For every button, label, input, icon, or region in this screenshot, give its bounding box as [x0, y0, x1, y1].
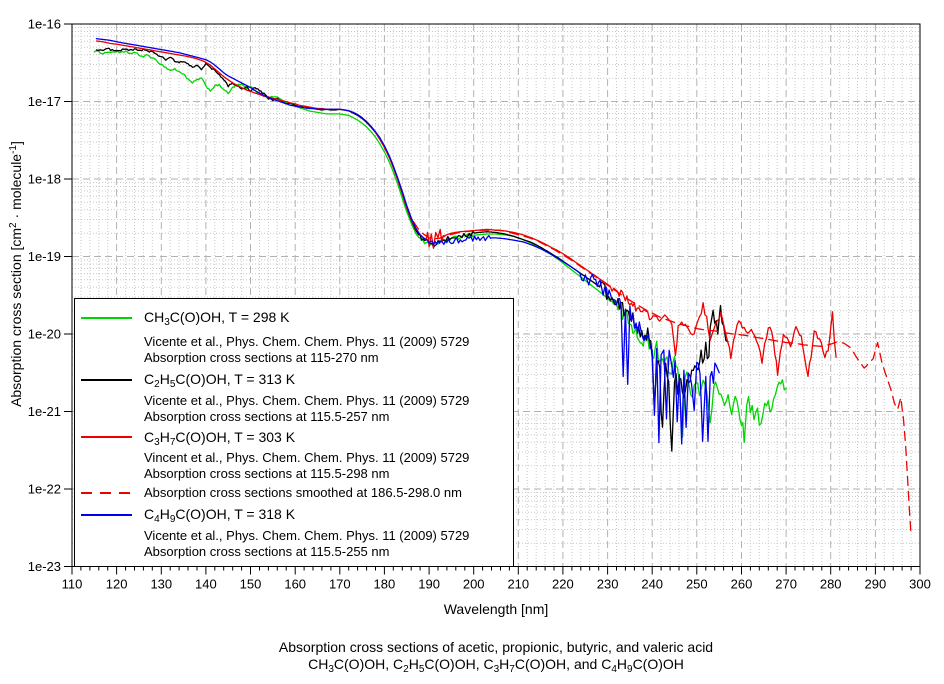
caption: Absorption cross sections of acetic, pro…: [24, 639, 944, 675]
legend-item-4-detail-0: Vicente et al., Phys. Chem. Chem. Phys. …: [75, 528, 513, 544]
legend-swatch-line: [81, 316, 132, 319]
legend: CH3C(O)OH, T = 298 K Vicente et al., Phys…: [74, 298, 514, 567]
legend-detail-text: Absorption cross sections at 115.5-255 n…: [144, 544, 390, 559]
x-tick-label: 260: [731, 577, 753, 592]
legend-detail-text: Vicente et al., Phys. Chem. Chem. Phys. …: [144, 392, 470, 408]
x-tick-labels: 110 120 130 140 150 160 170 180 190 200 210 220 230 2…: [62, 577, 931, 592]
x-tick-label: 140: [195, 577, 217, 592]
x-tick-label: 170: [329, 577, 351, 592]
x-axis-title: Wavelength [nm]: [443, 601, 549, 617]
x-tick-label: 190: [418, 577, 440, 592]
y-tick-label: 1e-18: [28, 172, 61, 187]
x-tick-label: 150: [240, 577, 262, 592]
legend-item-1: C2H5C(O)OH, T = 313 K: [75, 369, 513, 390]
y-tick-labels: 1e-16 1e-17 1e-18 1e-19 1e-20 1e-21 1e-22 1e-23: [28, 17, 61, 575]
x-tick-label: 220: [552, 577, 574, 592]
x-tick-label: 280: [820, 577, 842, 592]
legend-item-title: C2H5C(O)OH, T = 313 K: [144, 371, 296, 390]
legend-item-3: Absorption cross sections smoothed at 18…: [75, 485, 513, 501]
y-tick-label: 1e-21: [28, 404, 61, 419]
y-tick-label: 1e-20: [28, 327, 61, 342]
legend-item-title: C4H9C(O)OH, T = 318 K: [144, 506, 296, 525]
caption-line-1: Absorption cross sections of acetic, pro…: [278, 639, 714, 655]
legend-swatch-line: [81, 378, 132, 381]
legend-item-1-detail-1: Absorption cross sections at 115.5-257 n…: [75, 409, 513, 425]
x-tick-label: 180: [374, 577, 396, 592]
legend-item-2-detail-0: Vincent et al., Phys. Chem. Chem. Phys. …: [75, 450, 513, 466]
x-tick-label: 270: [775, 577, 797, 592]
y-tick-label: 1e-17: [28, 94, 61, 109]
x-tick-label: 200: [463, 577, 485, 592]
x-tick-label: 300: [909, 577, 931, 592]
series-4: [95, 38, 720, 445]
legend-item-0-detail-1: Absorption cross sections at 115-270 nm: [75, 350, 513, 366]
y-tick-label: 1e-16: [28, 17, 61, 32]
series-group: [93, 38, 912, 537]
y-axis-title: Absorption cross section [cm2 · molecule…: [8, 141, 24, 407]
x-tick-label: 230: [597, 577, 619, 592]
y-tick-label: 1e-19: [28, 249, 61, 264]
axis-ticks: [64, 23, 921, 575]
x-tick-label: 110: [62, 577, 83, 592]
legend-item-2-detail-1: Absorption cross sections at 115.5-298 n…: [75, 466, 513, 482]
legend-detail-text: Absorption cross sections at 115-270 nm: [144, 350, 379, 365]
legend-item-0: CH3C(O)OH, T = 298 K: [75, 307, 513, 328]
x-tick-label: 120: [106, 577, 128, 592]
y-tick-label: 1e-23: [28, 559, 61, 574]
legend-item-0-detail-0: Vicente et al., Phys. Chem. Chem. Phys. …: [75, 334, 513, 350]
series-2: [95, 40, 837, 378]
legend-swatch-line: [81, 513, 132, 516]
legend-item-2: C3H7C(O)OH, T = 303 K: [75, 427, 513, 448]
series-3: [412, 220, 912, 537]
legend-swatch-line: [81, 436, 132, 438]
caption-line-2: CH3C(O)OH, C2H5C(O)OH, C3H7C(O)OH, and C…: [308, 656, 684, 675]
legend-item-4: C4H9C(O)OH, T = 318 K: [75, 504, 513, 525]
x-tick-label: 160: [284, 577, 306, 592]
x-tick-label: 290: [865, 577, 887, 592]
x-tick-label: 130: [150, 577, 172, 592]
legend-item-title: C3H7C(O)OH, T = 303 K: [144, 428, 296, 448]
x-tick-label: 210: [507, 577, 529, 592]
legend-detail-text: Vicente et al., Phys. Chem. Chem. Phys. …: [144, 334, 470, 349]
legend-detail-text: Vincent et al., Phys. Chem. Chem. Phys. …: [144, 450, 470, 465]
x-tick-label: 250: [686, 577, 708, 592]
legend-detail-text: Absorption cross sections at 115.5-298 n…: [144, 466, 390, 481]
y-tick-label: 1e-22: [28, 482, 61, 497]
legend-detail-text: Vicente et al., Phys. Chem. Chem. Phys. …: [144, 528, 470, 543]
legend-item-4-detail-1: Absorption cross sections at 115.5-255 n…: [75, 544, 513, 560]
legend-item-detail: Absorption cross sections smoothed at 18…: [144, 484, 462, 500]
legend-swatch-dashed-line: [81, 491, 132, 494]
legend-item-title: CH3C(O)OH, T = 298 K: [144, 309, 290, 328]
legend-item-1-detail-0: Vicente et al., Phys. Chem. Chem. Phys. …: [75, 393, 513, 409]
legend-detail-text: Absorption cross sections at 115.5-257 n…: [144, 408, 390, 424]
x-tick-label: 240: [641, 577, 663, 592]
